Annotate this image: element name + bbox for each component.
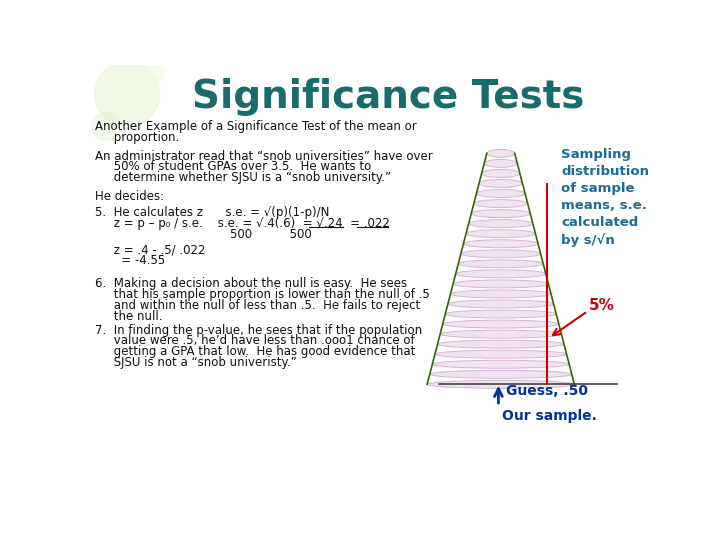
Ellipse shape [453,280,549,288]
Text: Another Example of a Significance Test of the mean or: Another Example of a Significance Test o… [94,120,416,133]
Ellipse shape [432,360,570,368]
Ellipse shape [474,200,528,207]
Ellipse shape [438,340,564,348]
Ellipse shape [469,220,533,228]
Ellipse shape [440,330,562,338]
Ellipse shape [458,260,544,268]
Ellipse shape [466,230,536,238]
Text: Significance Tests: Significance Tests [192,78,585,116]
Ellipse shape [487,150,515,157]
Text: 7.  In finding the p-value, he sees that if the population: 7. In finding the p-value, he sees that … [94,323,422,336]
Text: and within the null of less than .5.  He fails to reject: and within the null of less than .5. He … [94,299,420,312]
Ellipse shape [464,240,538,248]
Text: Guess, .50: Guess, .50 [506,383,588,397]
Ellipse shape [427,380,575,388]
Circle shape [132,57,163,88]
Text: proportion.: proportion. [94,131,179,144]
Ellipse shape [461,250,541,258]
Text: Our sample.: Our sample. [503,409,597,423]
Text: Sampling
distribution
of sample
means, s.e.
calculated
by s/√n: Sampling distribution of sample means, s… [561,148,649,247]
Circle shape [94,62,160,126]
Ellipse shape [456,270,546,278]
Text: z = .4 - .5/ .022: z = .4 - .5/ .022 [94,244,205,256]
Text: 500          500: 500 500 [94,228,311,241]
Text: determine whether SJSU is a “snob university.”: determine whether SJSU is a “snob univer… [94,171,391,184]
Ellipse shape [477,190,525,198]
Ellipse shape [448,300,554,308]
Ellipse shape [430,370,572,379]
Text: An administrator read that “snob universities” have over: An administrator read that “snob univers… [94,150,433,163]
Ellipse shape [435,350,567,358]
Ellipse shape [451,290,551,298]
Ellipse shape [479,179,523,187]
Text: that his sample proportion is lower than the null of .5: that his sample proportion is lower than… [94,288,429,301]
Text: SJSU is not a “snob univeristy.”: SJSU is not a “snob univeristy.” [94,356,297,369]
Ellipse shape [443,320,559,328]
Text: He decides:: He decides: [94,190,163,202]
Text: z = p – p₀ / s.e.    s.e. = √.4(.6)  = √.24  = .022: z = p – p₀ / s.e. s.e. = √.4(.6) = √.24 … [94,217,390,230]
Circle shape [91,112,120,140]
Text: 5.  He calculates z      s.e. = √(p)(1-p)/N: 5. He calculates z s.e. = √(p)(1-p)/N [94,206,329,219]
Text: the null.: the null. [94,309,162,323]
Ellipse shape [471,210,530,218]
Ellipse shape [482,170,520,178]
Text: getting a GPA that low.  He has good evidence that: getting a GPA that low. He has good evid… [94,345,415,358]
Ellipse shape [485,159,517,167]
Text: 6.  Making a decision about the null is easy.  He sees: 6. Making a decision about the null is e… [94,278,407,291]
Ellipse shape [445,310,557,318]
Text: 5%: 5% [589,298,615,313]
Text: = -4.55: = -4.55 [94,254,165,267]
Text: value were .5, he’d have less than .ooo1 chance of: value were .5, he’d have less than .ooo1… [94,334,414,347]
Text: 50% of student GPAs over 3.5.  He wants to: 50% of student GPAs over 3.5. He wants t… [94,160,371,173]
